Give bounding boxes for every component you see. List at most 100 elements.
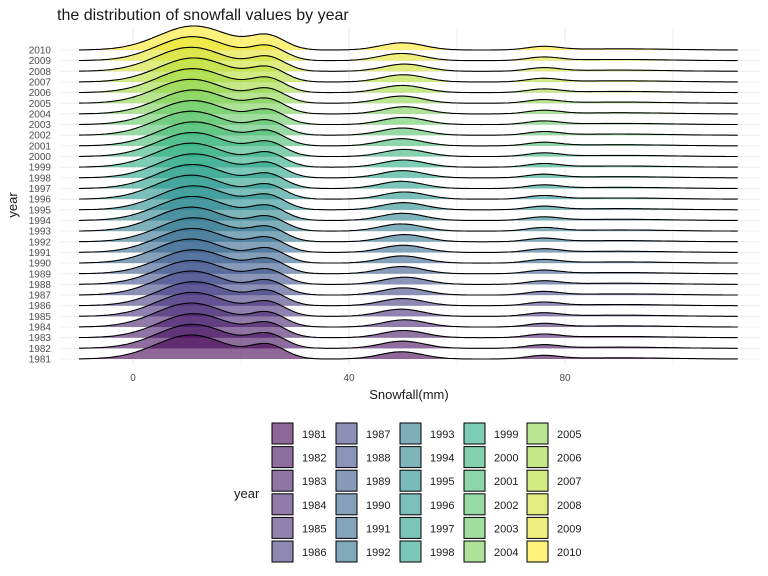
legend-label-1984: 1984 <box>302 500 326 512</box>
ridge-outline-1988 <box>78 259 738 285</box>
x-tick-labels: 0 40 80 <box>130 373 571 384</box>
y-tick-label-2001: 2001 <box>29 141 52 152</box>
ridge-1992 <box>78 217 738 243</box>
legend-item-1998: 1998 <box>399 540 454 563</box>
legend-item-2002: 2002 <box>463 493 518 516</box>
ridge-area-1983 <box>79 313 738 338</box>
y-tick-label-2009: 2009 <box>29 56 52 67</box>
legend-swatch-1995 <box>399 469 422 492</box>
ridge-area-1997 <box>79 164 738 189</box>
y-tick-label-1990: 1990 <box>29 259 52 270</box>
ridge-area-2004 <box>79 89 738 114</box>
ridge-outline-2003 <box>78 100 738 126</box>
y-tick-label-1994: 1994 <box>29 216 52 227</box>
ridge-2007 <box>78 57 738 83</box>
ridge-area-2003 <box>79 100 738 125</box>
y-tick-label-2004: 2004 <box>29 109 52 120</box>
y-tick-label-2005: 2005 <box>29 99 52 110</box>
ridge-outline-1985 <box>79 291 738 317</box>
legend-swatch-1999 <box>463 422 486 445</box>
ridge-outline-1991 <box>79 227 738 253</box>
y-tick-label-2008: 2008 <box>29 67 52 78</box>
legend-swatch-2010 <box>526 540 549 563</box>
ridge-area-2001 <box>79 121 738 146</box>
ridge-1986 <box>79 281 738 307</box>
ridge-area-1996 <box>79 175 738 200</box>
legend-swatch-2009 <box>526 516 549 539</box>
ridge-1999 <box>78 142 738 168</box>
ridge-1991 <box>79 227 738 253</box>
legend-label-1989: 1989 <box>366 476 390 488</box>
legend-swatch-1986 <box>271 540 294 563</box>
ridge-2005 <box>79 78 738 104</box>
legend-item-1984: 1984 <box>271 493 326 516</box>
legend-label-2006: 2006 <box>557 453 581 465</box>
y-tick-label-1986: 1986 <box>29 301 52 312</box>
y-tick-label-1983: 1983 <box>29 333 52 344</box>
legend-items: 1981 1982 1983 1984 1985 1986 1987 1988 1989 1990… <box>271 422 581 563</box>
legend-item-1986: 1986 <box>271 540 326 563</box>
ridge-area-1992 <box>79 217 738 242</box>
ridge-area-1989 <box>79 249 738 274</box>
legend-item-1983: 1983 <box>271 469 326 492</box>
ridge-outline-2007 <box>78 57 738 83</box>
legend-swatch-1982 <box>271 446 294 469</box>
ridge-outline-1997 <box>79 163 738 190</box>
legend-label-2004: 2004 <box>494 547 518 559</box>
legend-label-2008: 2008 <box>557 500 581 512</box>
y-tick-label-1993: 1993 <box>29 227 52 238</box>
legend-item-1997: 1997 <box>399 516 454 539</box>
ridge-area-1986 <box>79 281 738 306</box>
legend-swatch-1988 <box>335 446 358 469</box>
ridge-outline-1987 <box>79 270 738 296</box>
y-tick-label-1991: 1991 <box>29 248 52 259</box>
legend-swatch-1985 <box>271 516 294 539</box>
legend-swatch-1997 <box>399 516 422 539</box>
legend-label-1996: 1996 <box>430 500 454 512</box>
ridge-2000 <box>79 131 738 158</box>
legend-item-1995: 1995 <box>399 469 454 492</box>
ridge-area-1985 <box>79 292 738 317</box>
legend-swatch-2002 <box>463 493 486 516</box>
legend-item-2008: 2008 <box>526 493 581 516</box>
legend-item-1981: 1981 <box>271 422 326 445</box>
legend-label-1990: 1990 <box>366 500 390 512</box>
ridge-outline-1982 <box>79 323 738 349</box>
ridge-area-1988 <box>79 260 738 285</box>
legend-label-2001: 2001 <box>494 476 518 488</box>
ridge-2006 <box>79 68 738 94</box>
legend-item-1987: 1987 <box>335 422 390 445</box>
ridge-2002 <box>79 110 738 136</box>
legend-swatch-2000 <box>463 446 486 469</box>
ridge-2003 <box>78 100 738 126</box>
ridge-area-1982 <box>79 324 738 349</box>
legend-item-2006: 2006 <box>526 446 581 469</box>
ridge-area-1995 <box>79 185 738 210</box>
y-tick-labels: 1981198219831984198519861987198819891990… <box>29 46 52 366</box>
ridge-area-1999 <box>79 143 738 168</box>
ridge-outline-2010 <box>79 25 738 51</box>
ridge-area-2000 <box>79 132 738 157</box>
ridge-area-1991 <box>79 228 738 253</box>
y-tick-label-1985: 1985 <box>29 312 52 323</box>
ridge-outline-1992 <box>78 217 738 243</box>
y-tick-label-1995: 1995 <box>29 205 52 216</box>
y-tick-label-1982: 1982 <box>29 344 52 355</box>
legend-label-1993: 1993 <box>430 429 454 441</box>
legend-label-1992: 1992 <box>366 547 390 559</box>
ridge-1987 <box>79 270 738 296</box>
ridge-outline-1986 <box>79 281 738 307</box>
ridge-area-2009 <box>79 36 738 61</box>
ridge-1988 <box>78 259 738 285</box>
legend-item-2010: 2010 <box>526 540 581 563</box>
legend-swatch-2003 <box>463 516 486 539</box>
ridge-area-1981 <box>79 335 738 359</box>
ridge-outline-1984 <box>78 302 738 328</box>
ridge-outline-2006 <box>79 68 738 94</box>
ridge-1993 <box>79 206 738 232</box>
y-axis-title: year <box>5 192 20 218</box>
legend-label-2009: 2009 <box>557 523 581 535</box>
ridge-1998 <box>79 153 738 179</box>
ridge-outline-1983 <box>78 313 738 339</box>
y-tick-label-2006: 2006 <box>29 88 52 99</box>
